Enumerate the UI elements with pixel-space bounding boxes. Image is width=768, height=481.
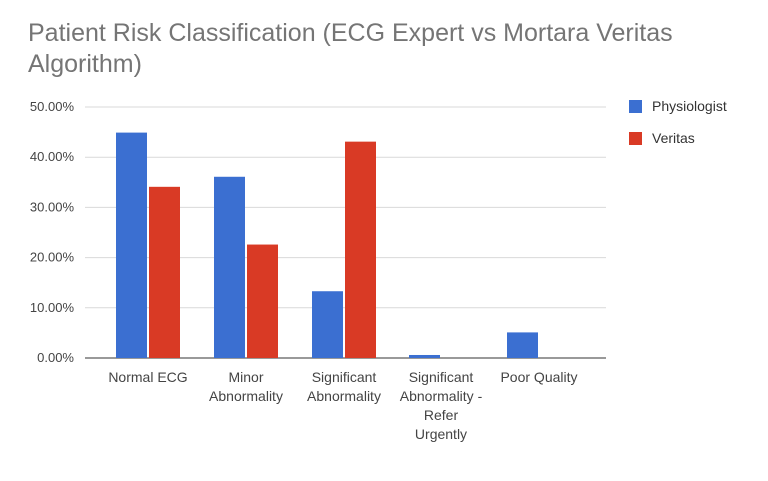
bar-physiologist-1: [214, 176, 245, 358]
bar-physiologist-2: [312, 291, 343, 358]
y-tick-label: 50.00%: [30, 99, 75, 114]
x-category-label: Significant Abnormality: [307, 369, 381, 404]
bar-veritas-0: [149, 186, 180, 358]
legend-swatch-physiologist: [629, 100, 642, 113]
legend-swatch-veritas: [629, 132, 642, 145]
legend-label-physiologist: Physiologist: [652, 98, 727, 114]
bar-veritas-1: [247, 244, 278, 358]
bar-physiologist-0: [116, 132, 147, 358]
y-axis-ticks: 0.00% 10.00% 20.00% 30.00% 40.00% 50.00%: [30, 99, 75, 365]
bar-physiologist-4: [507, 332, 538, 358]
y-tick-label: 20.00%: [30, 250, 75, 265]
bars: [116, 132, 538, 358]
x-axis-categories: Normal ECG Minor Abnormality Significant Abn…: [108, 369, 577, 442]
legend-label-veritas: Veritas: [652, 130, 695, 146]
y-tick-label: 0.00%: [37, 350, 74, 365]
y-tick-label: 10.00%: [30, 300, 75, 315]
bar-physiologist-3: [409, 354, 440, 358]
x-category-label: Significant Abnormality -Refer Urgently: [400, 369, 483, 442]
chart-title: Patient Risk Classification (ECG Expert …: [28, 19, 673, 78]
legend: Physiologist Veritas: [629, 98, 727, 146]
x-category-label: Poor Quality: [500, 369, 577, 385]
y-tick-label: 30.00%: [30, 199, 75, 214]
x-category-label: Minor Abnormality: [209, 369, 283, 404]
x-category-label: Normal ECG: [108, 369, 187, 385]
bar-veritas-2: [345, 141, 376, 358]
y-tick-label: 40.00%: [30, 149, 75, 164]
